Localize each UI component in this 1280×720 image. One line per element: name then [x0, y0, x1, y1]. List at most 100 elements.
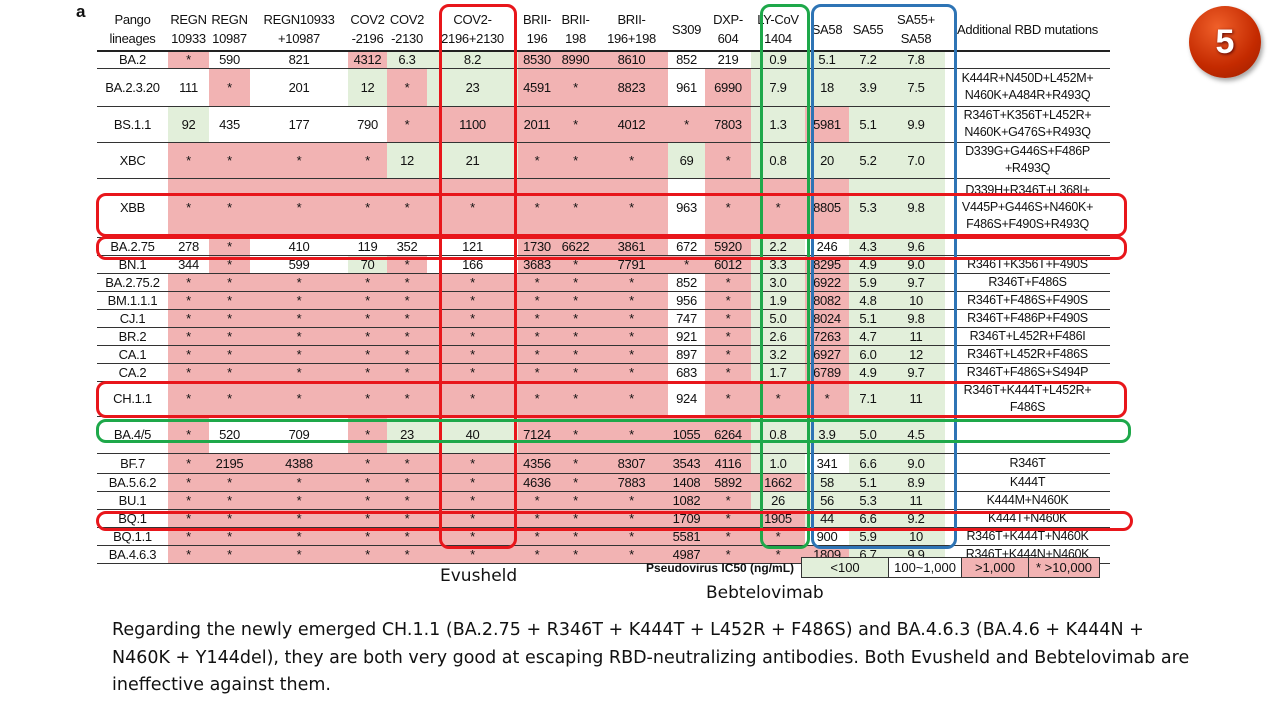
ic50-cell: 352 [387, 237, 427, 256]
ic50-cell: * [348, 545, 387, 564]
ic50-cell: 1082 [668, 491, 705, 510]
ic50-cell: 520 [209, 416, 250, 454]
ic50-cell: 5.3 [849, 491, 887, 510]
ic50-cell: 709 [250, 416, 348, 454]
ic50-cell: 5.0 [751, 309, 805, 328]
ic50-cell: 26 [751, 491, 805, 510]
ic50-cell: 852 [668, 51, 705, 69]
ic50-cell: * [556, 291, 595, 310]
mutations-cell [945, 237, 1110, 256]
ic50-cell: 12 [887, 345, 945, 364]
mutations-cell: R346T [945, 453, 1110, 474]
ic50-cell: * [209, 142, 250, 179]
ic50-cell: 2.2 [751, 237, 805, 256]
ic50-cell: * [427, 327, 518, 346]
ic50-cell: 8024 [805, 309, 849, 328]
ic50-cell: 2195 [209, 453, 250, 474]
ic50-cell: * [556, 527, 595, 546]
column-header: DXP- 604 [705, 8, 751, 52]
bebtelovimab-label: Bebtelovimab [706, 583, 824, 603]
ic50-cell: * [427, 473, 518, 492]
ic50-cell: 121 [427, 237, 518, 256]
table-row: BR.2 * * * * * * * * * 921 * 2.6 7263 4.7 11 R346T+L452R… [97, 327, 1110, 346]
ic50-cell: 1905 [751, 509, 805, 528]
ic50-cell: * [209, 178, 250, 238]
lineage-cell: BQ.1.1 [97, 527, 168, 546]
ic50-cell: 3.9 [805, 416, 849, 454]
table-header: Pango lineages REGN 10933 REGN 10987 REGN10… [97, 8, 1110, 52]
mutations-cell: R346T+F486S [945, 273, 1110, 292]
ic50-cell: * [595, 345, 668, 364]
lineage-cell: BR.2 [97, 327, 168, 346]
ic50-cell: * [387, 527, 427, 546]
ic50-cell: * [168, 178, 209, 238]
ic50-cell: * [705, 491, 751, 510]
ic50-cell: * [518, 273, 556, 292]
column-header: COV2- 2196+2130 [427, 8, 518, 52]
ic50-cell: 7263 [805, 327, 849, 346]
table-row: BA.2.75.2 * * * * * * * * * 852 * 3.0 6922 5.9 9.7 R346T… [97, 273, 1110, 292]
ic50-cell: * [209, 545, 250, 564]
ic50-cell: 9.8 [887, 309, 945, 328]
ic50-cell: * [595, 309, 668, 328]
ic50-cell: 7.2 [849, 51, 887, 69]
ic50-cell: 1.0 [751, 453, 805, 474]
ic50-cell: * [595, 291, 668, 310]
ic50-cell: 852 [668, 273, 705, 292]
lineage-cell: XBC [97, 142, 168, 179]
ic50-cell: 6.6 [849, 509, 887, 528]
ic50-cell: * [595, 491, 668, 510]
ic50-cell: * [348, 327, 387, 346]
ic50-cell: * [250, 345, 348, 364]
ic50-cell: * [705, 309, 751, 328]
ic50-cell: * [427, 309, 518, 328]
ic50-cell: * [348, 345, 387, 364]
ic50-cell: 92 [168, 106, 209, 143]
ic50-cell: * [751, 178, 805, 238]
ic50-cell: * [168, 509, 209, 528]
ic50-cell: 6012 [705, 255, 751, 274]
ic50-cell: * [705, 345, 751, 364]
ic50-cell: * [556, 273, 595, 292]
ic50-cell: 11 [887, 381, 945, 417]
ic50-cell: 7.5 [887, 68, 945, 107]
ic50-cell: * [348, 273, 387, 292]
ic50-cell: 4.8 [849, 291, 887, 310]
ic50-cell: 1.3 [751, 106, 805, 143]
ic50-cell: 6.0 [849, 345, 887, 364]
ic50-cell: * [250, 178, 348, 238]
ic50-cell: 9.0 [887, 453, 945, 474]
ic50-cell: * [518, 178, 556, 238]
ic50-cell: * [387, 178, 427, 238]
ic50-cell: 6264 [705, 416, 751, 454]
ic50-cell: * [387, 68, 427, 107]
ic50-cell: 7.9 [751, 68, 805, 107]
ic50-cell: * [209, 491, 250, 510]
ic50-cell: * [209, 255, 250, 274]
ic50-cell: 69 [668, 142, 705, 179]
mutations-cell: R346T+K356T+L452R+ N460K+G476S+R493Q [945, 106, 1110, 143]
ic50-cell: * [250, 545, 348, 564]
ic50-cell: * [209, 509, 250, 528]
column-header: BRII- 196+198 [595, 8, 668, 52]
ic50-cell: 7883 [595, 473, 668, 492]
ic50-cell: * [348, 473, 387, 492]
ic50-cell: * [427, 363, 518, 382]
lineage-cell: CA.2 [97, 363, 168, 382]
ic50-cell: * [250, 381, 348, 417]
table-row: BA.4/5 * 520 709 * 23 40 7124 * * 1055 6264 0.8 3.9 5.… [97, 416, 1110, 454]
ic50-cell: * [705, 327, 751, 346]
ic50-cell: 9.2 [887, 509, 945, 528]
mutations-cell: K444R+N450D+L452M+ N460K+A484R+R493Q [945, 68, 1110, 107]
ic50-cell: 683 [668, 363, 705, 382]
ic50-cell: 410 [250, 237, 348, 256]
ic50-cell: * [168, 327, 209, 346]
ic50-cell: * [387, 291, 427, 310]
ic50-cell: 8.2 [427, 51, 518, 69]
ic50-cell: * [250, 142, 348, 179]
ic50-cell: * [518, 309, 556, 328]
ic50-cell: * [168, 491, 209, 510]
ic50-cell: 4.9 [849, 363, 887, 382]
ic50-cell: 23 [427, 68, 518, 107]
ic50-cell: * [668, 255, 705, 274]
